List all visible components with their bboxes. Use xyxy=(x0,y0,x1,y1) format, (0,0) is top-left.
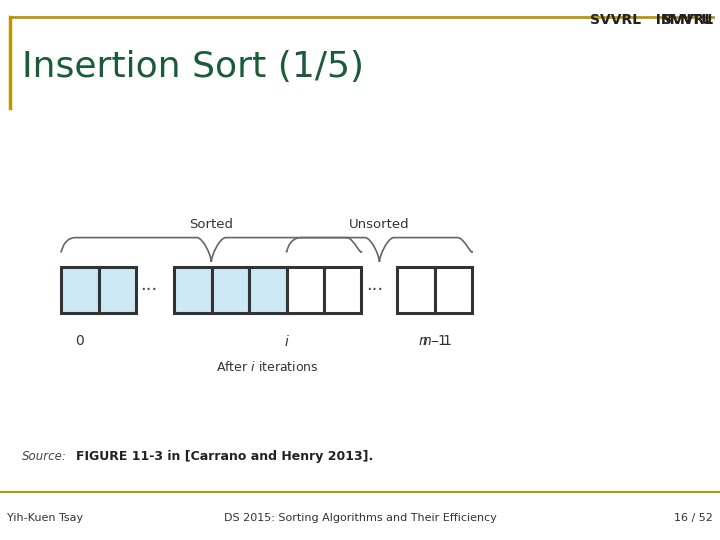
Bar xyxy=(61,267,99,313)
Text: Sorted: Sorted xyxy=(189,218,233,231)
Text: SVVRL   IM.NTU: SVVRL IM.NTU xyxy=(590,14,713,28)
Bar xyxy=(287,267,324,313)
Text: FIGURE 11-3 in [Carrano and Henry 2013].: FIGURE 11-3 in [Carrano and Henry 2013]. xyxy=(76,450,373,463)
Bar xyxy=(249,267,287,313)
Bar xyxy=(99,267,136,313)
Text: $n$ – 1: $n$ – 1 xyxy=(418,334,452,348)
Text: 16 / 52: 16 / 52 xyxy=(674,514,713,523)
Text: ···: ··· xyxy=(140,281,158,299)
Text: $n–$1: $n–$1 xyxy=(422,334,448,348)
Bar xyxy=(397,267,435,313)
Text: ···: ··· xyxy=(366,281,383,299)
Bar xyxy=(212,267,249,313)
Text: Yih-Kuen Tsay: Yih-Kuen Tsay xyxy=(7,514,84,523)
Text: DS 2015: Sorting Algorithms and Their Efficiency: DS 2015: Sorting Algorithms and Their Ef… xyxy=(224,514,496,523)
Bar xyxy=(174,267,212,313)
Text: $i$: $i$ xyxy=(284,334,289,349)
Text: 0: 0 xyxy=(76,334,84,348)
Text: Source:: Source: xyxy=(22,450,66,463)
Text: After $i$ iterations: After $i$ iterations xyxy=(217,360,319,374)
Bar xyxy=(435,267,472,313)
Bar xyxy=(324,267,361,313)
Text: SVVRL: SVVRL xyxy=(662,14,713,28)
Text: Insertion Sort (1/5): Insertion Sort (1/5) xyxy=(22,51,364,84)
Text: Unsorted: Unsorted xyxy=(349,218,410,231)
